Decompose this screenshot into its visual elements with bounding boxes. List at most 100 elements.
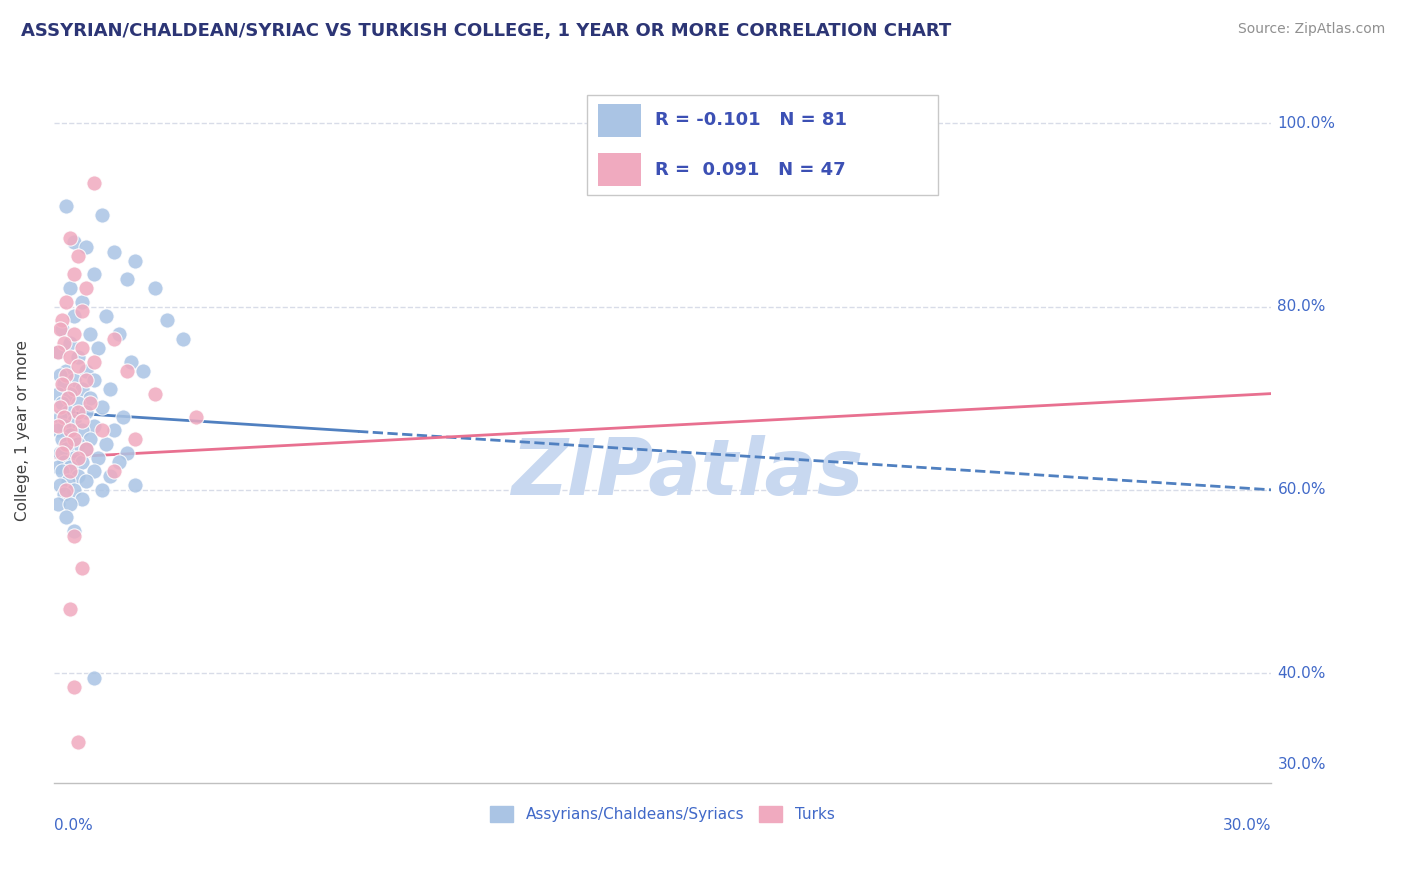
Point (63, 382, 86, 396)
Point (75, 442, 97, 456)
Point (46, 497, 69, 511)
Point (83, 671, 105, 685)
Point (48, 446, 70, 460)
Point (59, 423, 82, 437)
Point (103, 244, 125, 259)
Point (59, 350, 82, 364)
Point (70, 341, 93, 355)
Point (66, 450, 89, 465)
Point (96, 437, 118, 451)
Text: 30.0%: 30.0% (1278, 757, 1326, 772)
Point (59, 497, 82, 511)
Point (103, 332, 125, 346)
Point (46, 386, 69, 401)
Point (46, 345, 69, 359)
Point (103, 423, 125, 437)
Point (46, 345, 69, 359)
Point (115, 272, 138, 286)
Point (46, 459, 69, 474)
Point (51, 377, 73, 392)
Text: ASSYRIAN/CHALDEAN/SYRIAC VS TURKISH COLLEGE, 1 YEAR OR MORE CORRELATION CHART: ASSYRIAN/CHALDEAN/SYRIAC VS TURKISH COLL… (21, 22, 952, 40)
Legend: Assyrians/Chaldeans/Syriacs, Turks: Assyrians/Chaldeans/Syriacs, Turks (484, 800, 841, 829)
Point (63, 483, 86, 497)
Text: R = -0.101   N = 81: R = -0.101 N = 81 (655, 112, 848, 129)
Point (96, 309, 118, 323)
Point (48, 322, 70, 336)
Point (91, 401, 114, 415)
Point (59, 231, 82, 245)
Point (51, 465, 73, 479)
Point (51, 313, 73, 327)
Point (63, 414, 86, 428)
Point (55, 510, 77, 524)
Point (56, 474, 79, 488)
Point (63, 450, 86, 465)
Point (55, 295, 77, 310)
Point (87, 341, 110, 355)
Point (56, 405, 79, 419)
Point (59, 386, 82, 401)
Point (83, 418, 105, 433)
Point (83, 354, 105, 368)
Point (48, 368, 70, 383)
Point (100, 469, 122, 483)
Point (63, 235, 86, 250)
Point (132, 364, 155, 378)
Text: R =  0.091   N = 47: R = 0.091 N = 47 (655, 161, 846, 178)
Point (63, 680, 86, 694)
Point (143, 386, 166, 401)
Point (63, 433, 86, 447)
Point (91, 208, 114, 222)
Point (75, 405, 97, 419)
Point (63, 373, 86, 387)
Point (124, 253, 146, 268)
Point (70, 560, 93, 574)
Point (66, 437, 89, 451)
Point (79, 326, 101, 341)
Point (48, 478, 70, 492)
Point (63, 309, 86, 323)
Point (75, 474, 97, 488)
Point (48, 409, 70, 424)
Point (91, 423, 114, 437)
Point (66, 735, 89, 749)
Point (156, 313, 179, 327)
Point (70, 304, 93, 318)
Point (70, 423, 93, 437)
Point (63, 528, 86, 542)
FancyBboxPatch shape (588, 95, 938, 195)
Point (107, 326, 129, 341)
Point (56, 391, 79, 405)
Point (70, 382, 93, 396)
Point (103, 465, 125, 479)
Point (55, 199, 77, 213)
Point (120, 354, 142, 368)
Point (55, 483, 77, 497)
Point (70, 295, 93, 310)
Point (115, 364, 138, 378)
Point (79, 396, 101, 410)
Point (55, 442, 77, 456)
Point (173, 332, 195, 346)
Point (51, 433, 73, 447)
Point (75, 281, 97, 295)
Point (66, 396, 89, 410)
Point (51, 446, 73, 460)
Point (83, 268, 105, 282)
Point (59, 602, 82, 616)
Point (55, 437, 77, 451)
Point (66, 350, 89, 364)
Point (91, 483, 114, 497)
Y-axis label: College, 1 year or more: College, 1 year or more (15, 340, 30, 521)
Point (55, 364, 77, 378)
Point (51, 322, 73, 336)
Point (66, 359, 89, 373)
Point (59, 459, 82, 474)
Point (100, 382, 122, 396)
Text: 30.0%: 30.0% (1223, 818, 1271, 833)
Point (46, 418, 69, 433)
Point (107, 455, 129, 469)
Point (124, 478, 146, 492)
Text: 40.0%: 40.0% (1278, 665, 1326, 681)
Point (66, 249, 89, 263)
